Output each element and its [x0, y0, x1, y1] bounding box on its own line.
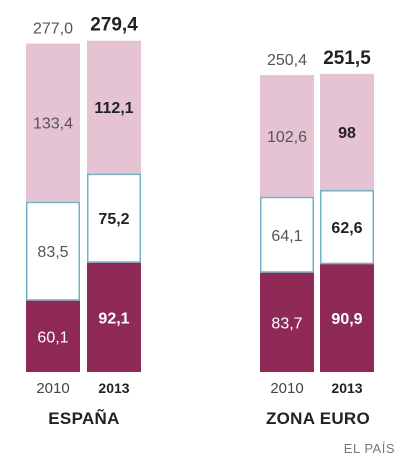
bars-layer: 133,4 83,5 60,1 277,0 2010 112,1 75,2 92,1 279,4…	[26, 15, 374, 397]
data-label-middle-g0-b0: 83,5	[37, 244, 68, 261]
year-label-g0-b1: 2013	[98, 380, 129, 396]
data-label-top-g1-b1: 98	[338, 125, 356, 142]
bar-segment-bottom-g0-b0	[26, 300, 80, 372]
group-label-zona-euro: ZONA EURO	[266, 409, 370, 428]
data-label-top-g0-b0: 133,4	[33, 116, 73, 133]
data-label-middle-g1-b1: 62,6	[331, 220, 362, 237]
group-label-espana: ESPAÑA	[48, 408, 119, 428]
source-credit: EL PAÍS	[344, 441, 395, 456]
data-label-middle-g1-b0: 64,1	[271, 228, 302, 245]
bar-segment-top-g0-b1	[87, 40, 141, 174]
data-label-bottom-g0-b0: 60,1	[37, 329, 68, 346]
year-label-g1-b0: 2010	[270, 380, 303, 397]
data-label-top-g1-b0: 102,6	[267, 129, 307, 146]
total-label-g1-b0: 250,4	[267, 52, 307, 69]
data-label-bottom-g1-b0: 83,7	[271, 315, 302, 332]
bar-segment-middle-g0-b1	[87, 173, 141, 263]
year-label-g0-b0: 2010	[36, 380, 69, 397]
year-label-g1-b1: 2013	[331, 380, 362, 396]
data-label-top-g0-b1: 112,1	[94, 100, 133, 117]
bar-segment-top-g1-b1	[320, 73, 374, 190]
total-label-g0-b0: 277,0	[33, 21, 73, 38]
data-label-middle-g0-b1: 75,2	[98, 211, 129, 228]
total-label-g1-b1: 251,5	[323, 48, 371, 69]
data-label-bottom-g0-b1: 92,1	[98, 310, 129, 327]
total-label-g0-b1: 279,4	[90, 15, 138, 36]
bar-segment-middle-g1-b1	[320, 189, 374, 265]
bar-segment-bottom-g1-b1	[320, 264, 374, 372]
bar-segment-bottom-g0-b1	[87, 262, 141, 372]
bar-segment-top-g1-b0	[260, 75, 314, 197]
bar-segment-top-g0-b0	[26, 43, 80, 202]
bar-segment-middle-g1-b0	[260, 196, 314, 273]
bar-segment-bottom-g1-b0	[260, 272, 314, 372]
bar-segment-middle-g0-b0	[26, 201, 80, 301]
data-label-bottom-g1-b1: 90,9	[331, 311, 362, 328]
